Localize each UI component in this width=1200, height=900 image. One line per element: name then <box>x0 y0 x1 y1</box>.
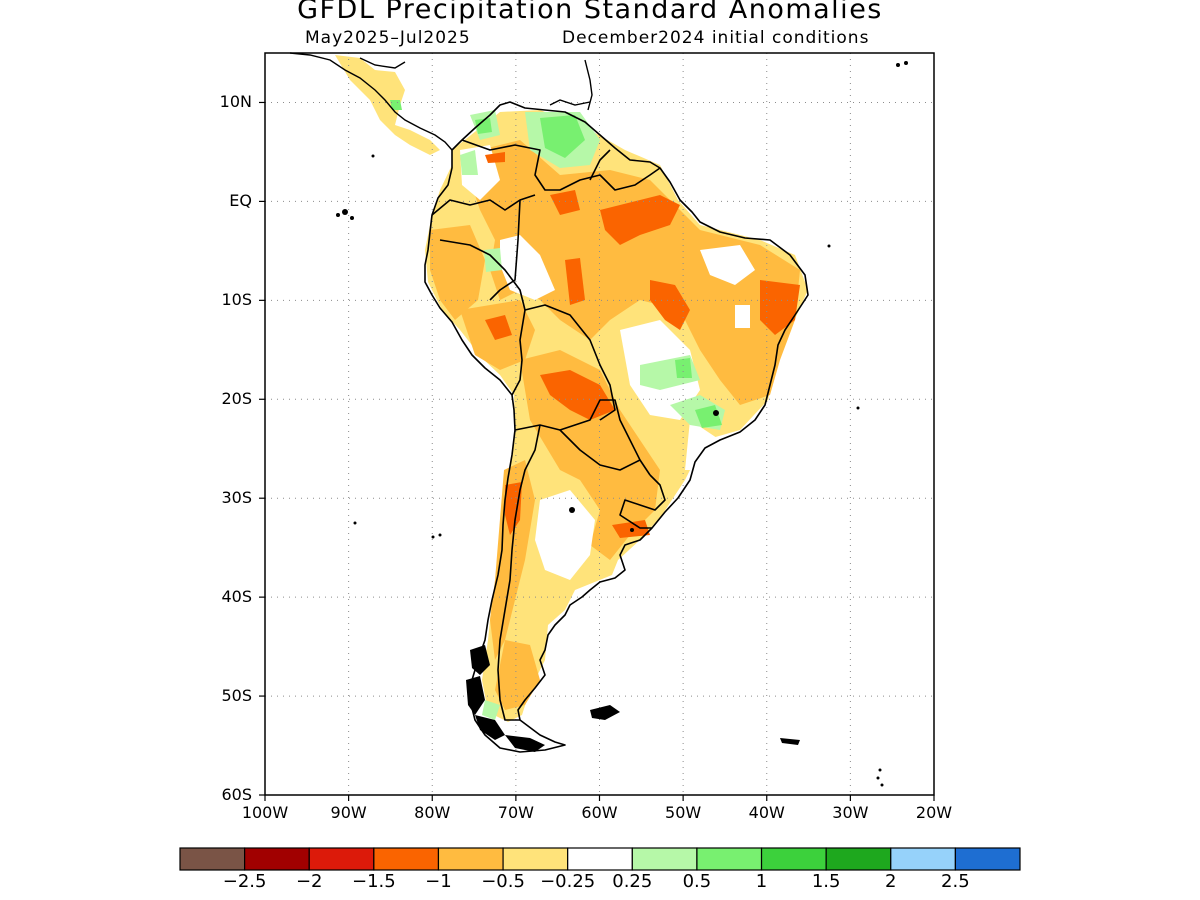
lon-tick-label: 20W <box>915 803 953 822</box>
colorbar-label: −1.5 <box>351 871 396 892</box>
colorbar-label: 0.5 <box>682 871 712 892</box>
lon-tick-label: 100W <box>241 803 289 822</box>
coastlines <box>424 101 809 753</box>
colorbar-swatch <box>760 847 827 871</box>
colorbar-label: −2.5 <box>222 871 267 892</box>
lat-tick-label: 20S <box>221 389 252 409</box>
islands <box>336 61 908 787</box>
colorbar-swatch <box>437 847 504 871</box>
lat-tick-label: 40S <box>221 587 252 607</box>
lon-tick-label: 90W <box>330 803 367 822</box>
colorbar-swatch <box>244 847 310 871</box>
lon-tick-label: 60W <box>581 803 618 822</box>
colorbar-label: 1 <box>755 871 768 892</box>
colorbar <box>179 847 1021 871</box>
initial-conditions: December2024 initial conditions <box>562 28 870 48</box>
colorbar-swatch <box>308 847 375 871</box>
anomaly-field <box>335 55 808 722</box>
anomaly-wet-strong <box>475 115 722 428</box>
lat-tick-label: 30S <box>221 488 252 508</box>
axis-ticks <box>259 101 935 801</box>
colorbar-label: −1 <box>425 871 452 892</box>
lat-tick-label: 10N <box>219 92 252 112</box>
map-title: GFDL Precipitation Standard Anomalies <box>297 0 883 25</box>
lon-tick-label: 80W <box>414 803 451 822</box>
lat-tick-label: 60S <box>221 785 252 804</box>
lon-tick-label: 50W <box>665 803 702 822</box>
caribbean-outline <box>289 52 593 151</box>
forecast-period: May2025–Jul2025 <box>305 28 471 48</box>
colorbar-label: 2 <box>885 871 897 892</box>
colorbar-swatch <box>825 847 892 871</box>
central-america <box>335 55 440 155</box>
colorbar-swatch <box>890 847 956 871</box>
chile-fjords <box>466 645 545 752</box>
colorbar-label: 0.25 <box>612 871 653 892</box>
colorbar-label: −0.25 <box>540 871 596 892</box>
south-america-coastline <box>424 101 809 753</box>
colorbar-swatch <box>502 847 569 871</box>
colorbar-label: 2.5 <box>941 871 970 892</box>
lon-tick-label: 30W <box>832 803 869 822</box>
lat-tick-label: EQ <box>229 191 252 211</box>
colorbar-label: −0.5 <box>481 871 525 892</box>
colorbar-swatch <box>631 847 698 871</box>
colorbar-swatch <box>567 847 633 871</box>
colorbar-swatch <box>696 847 763 871</box>
lon-tick-label: 70W <box>497 803 534 822</box>
colorbar-swatch <box>954 847 1021 871</box>
lon-tick-label: 40W <box>748 803 785 822</box>
lat-tick-label: 10S <box>221 290 252 310</box>
colorbar-label: 1.5 <box>811 871 841 892</box>
colorbar-swatch <box>373 847 440 871</box>
lat-tick-label: 50S <box>221 686 252 706</box>
colorbar-swatch <box>179 847 246 871</box>
colorbar-label: −2 <box>295 871 323 892</box>
